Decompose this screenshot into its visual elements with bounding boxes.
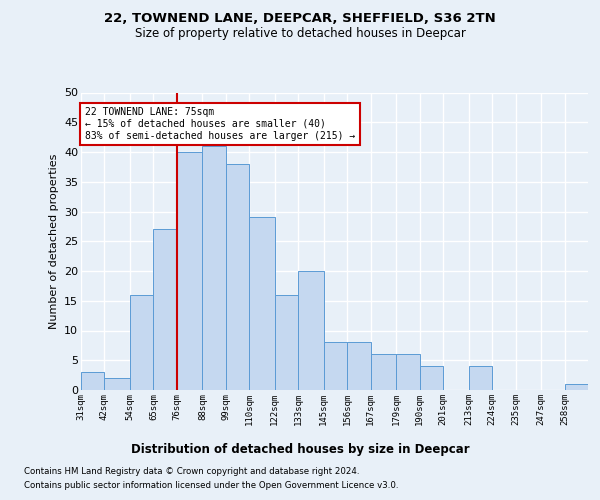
Bar (226, 164, 249, 390)
Bar (324, 342, 347, 390)
Text: 22, TOWNEND LANE, DEEPCAR, SHEFFIELD, S36 2TN: 22, TOWNEND LANE, DEEPCAR, SHEFFIELD, S3… (104, 12, 496, 26)
Bar (130, 295, 154, 390)
Bar (104, 378, 130, 390)
Bar (298, 271, 324, 390)
Bar (154, 230, 177, 390)
Y-axis label: Number of detached properties: Number of detached properties (49, 154, 59, 329)
Bar (396, 354, 420, 390)
Text: Contains public sector information licensed under the Open Government Licence v3: Contains public sector information licen… (24, 481, 398, 490)
Bar (275, 295, 298, 390)
Bar (371, 354, 396, 390)
Bar (177, 152, 202, 390)
Bar (202, 146, 226, 390)
Bar (347, 342, 371, 390)
Bar (249, 218, 275, 390)
Bar (469, 366, 492, 390)
Text: 22 TOWNEND LANE: 75sqm
← 15% of detached houses are smaller (40)
83% of semi-det: 22 TOWNEND LANE: 75sqm ← 15% of detached… (85, 108, 356, 140)
Bar (81, 372, 104, 390)
Bar (420, 366, 443, 390)
Text: Size of property relative to detached houses in Deepcar: Size of property relative to detached ho… (134, 28, 466, 40)
Text: Contains HM Land Registry data © Crown copyright and database right 2024.: Contains HM Land Registry data © Crown c… (24, 468, 359, 476)
Text: Distribution of detached houses by size in Deepcar: Distribution of detached houses by size … (131, 442, 469, 456)
Bar (565, 384, 588, 390)
